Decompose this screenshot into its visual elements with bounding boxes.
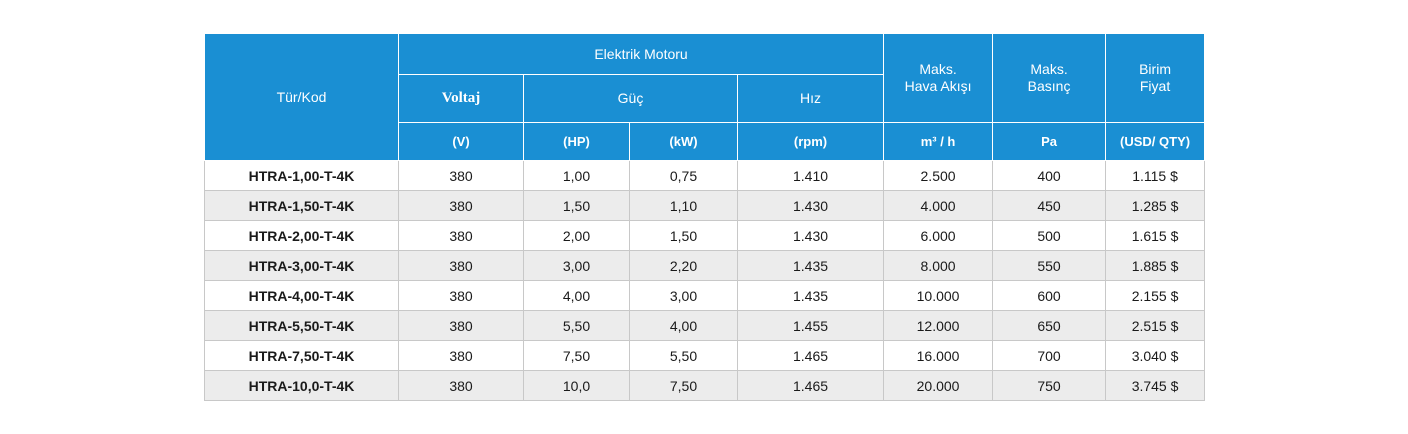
cell-voltaj: 380 xyxy=(398,310,524,341)
cell-rpm: 1.455 xyxy=(736,310,885,341)
cell-airflow: 10.000 xyxy=(883,280,994,311)
cell-price: 1.115 $ xyxy=(1105,160,1206,191)
cell-hp: 7,50 xyxy=(523,340,630,371)
cell-rpm: 1.410 xyxy=(736,160,885,191)
table-body: HTRA-1,00-T-4K 380 1,00 0,75 1.410 2.500… xyxy=(204,160,1206,401)
cell-voltaj: 380 xyxy=(398,220,524,251)
cell-rpm: 1.465 xyxy=(736,340,885,371)
cell-airflow: 2.500 xyxy=(883,160,994,191)
table-row: HTRA-5,50-T-4K 380 5,50 4,00 1.455 12.00… xyxy=(204,310,1206,341)
cell-hp: 1,50 xyxy=(523,190,630,221)
cell-airflow: 12.000 xyxy=(883,310,994,341)
cell-voltaj: 380 xyxy=(398,370,524,401)
table-row: HTRA-3,00-T-4K 380 3,00 2,20 1.435 8.000… xyxy=(204,250,1206,281)
cell-kw: 1,10 xyxy=(629,190,738,221)
cell-kw: 7,50 xyxy=(629,370,738,401)
cell-rpm: 1.430 xyxy=(736,190,885,221)
table-row: HTRA-2,00-T-4K 380 2,00 1,50 1.430 6.000… xyxy=(204,220,1206,251)
cell-code: HTRA-4,00-T-4K xyxy=(204,280,399,311)
cell-code: HTRA-1,50-T-4K xyxy=(204,190,399,221)
cell-price: 2.515 $ xyxy=(1105,310,1206,341)
unit-pressure: Pa xyxy=(992,122,1107,161)
cell-airflow: 6.000 xyxy=(883,220,994,251)
cell-code: HTRA-7,50-T-4K xyxy=(204,340,399,371)
header-guc: Güç xyxy=(523,74,738,123)
table-row: HTRA-4,00-T-4K 380 4,00 3,00 1.435 10.00… xyxy=(204,280,1206,311)
cell-kw: 2,20 xyxy=(629,250,738,281)
cell-voltaj: 380 xyxy=(398,160,524,191)
cell-airflow: 4.000 xyxy=(883,190,994,221)
unit-price: (USD/ QTY) xyxy=(1105,122,1206,161)
unit-hp: (HP) xyxy=(523,122,630,161)
cell-code: HTRA-5,50-T-4K xyxy=(204,310,399,341)
cell-pressure: 600 xyxy=(992,280,1107,311)
cell-kw: 1,50 xyxy=(629,220,738,251)
cell-price: 3.745 $ xyxy=(1105,370,1206,401)
cell-pressure: 650 xyxy=(992,310,1107,341)
unit-voltaj: (V) xyxy=(398,122,524,161)
cell-kw: 0,75 xyxy=(629,160,738,191)
cell-hp: 3,00 xyxy=(523,250,630,281)
cell-price: 1.885 $ xyxy=(1105,250,1206,281)
unit-kw: (kW) xyxy=(629,122,738,161)
header-basinc-line1: Maks. xyxy=(1030,61,1068,77)
table-row: HTRA-7,50-T-4K 380 7,50 5,50 1.465 16.00… xyxy=(204,340,1206,371)
table-row: HTRA-10,0-T-4K 380 10,0 7,50 1.465 20.00… xyxy=(204,370,1206,401)
cell-rpm: 1.435 xyxy=(736,280,885,311)
cell-rpm: 1.465 xyxy=(736,370,885,401)
spec-table: Tür/Kod Elektrik Motoru Maks. Hava Akışı… xyxy=(204,33,1206,401)
cell-hp: 1,00 xyxy=(523,160,630,191)
cell-code: HTRA-1,00-T-4K xyxy=(204,160,399,191)
cell-pressure: 450 xyxy=(992,190,1107,221)
cell-pressure: 500 xyxy=(992,220,1107,251)
header-voltaj: Voltaj xyxy=(398,74,524,123)
cell-rpm: 1.435 xyxy=(736,250,885,281)
cell-kw: 3,00 xyxy=(629,280,738,311)
cell-voltaj: 380 xyxy=(398,340,524,371)
header-fiyat-line1: Birim xyxy=(1139,61,1171,77)
cell-hp: 5,50 xyxy=(523,310,630,341)
table-row: HTRA-1,00-T-4K 380 1,00 0,75 1.410 2.500… xyxy=(204,160,1206,191)
table-header: Tür/Kod Elektrik Motoru Maks. Hava Akışı… xyxy=(204,33,1206,161)
header-hava-akisi: Maks. Hava Akışı xyxy=(883,33,994,123)
cell-hp: 10,0 xyxy=(523,370,630,401)
cell-code: HTRA-3,00-T-4K xyxy=(204,250,399,281)
header-hava-akisi-line1: Maks. xyxy=(919,61,957,77)
cell-pressure: 550 xyxy=(992,250,1107,281)
cell-pressure: 700 xyxy=(992,340,1107,371)
header-tur-kod: Tür/Kod xyxy=(204,33,399,161)
cell-price: 3.040 $ xyxy=(1105,340,1206,371)
cell-hp: 4,00 xyxy=(523,280,630,311)
header-fiyat: Birim Fiyat xyxy=(1105,33,1206,123)
cell-code: HTRA-2,00-T-4K xyxy=(204,220,399,251)
cell-voltaj: 380 xyxy=(398,280,524,311)
unit-rpm: (rpm) xyxy=(736,122,885,161)
cell-airflow: 16.000 xyxy=(883,340,994,371)
cell-voltaj: 380 xyxy=(398,250,524,281)
table-row: HTRA-1,50-T-4K 380 1,50 1,10 1.430 4.000… xyxy=(204,190,1206,221)
cell-rpm: 1.430 xyxy=(736,220,885,251)
cell-price: 1.615 $ xyxy=(1105,220,1206,251)
header-basinc: Maks. Basınç xyxy=(992,33,1107,123)
cell-airflow: 20.000 xyxy=(883,370,994,401)
header-elektrik-motoru: Elektrik Motoru xyxy=(397,33,885,75)
cell-kw: 5,50 xyxy=(629,340,738,371)
cell-kw: 4,00 xyxy=(629,310,738,341)
cell-price: 2.155 $ xyxy=(1105,280,1206,311)
header-hiz: Hız xyxy=(736,74,885,123)
cell-airflow: 8.000 xyxy=(883,250,994,281)
cell-hp: 2,00 xyxy=(523,220,630,251)
header-basinc-line2: Basınç xyxy=(1027,78,1071,94)
cell-pressure: 750 xyxy=(992,370,1107,401)
cell-price: 1.285 $ xyxy=(1105,190,1206,221)
cell-pressure: 400 xyxy=(992,160,1107,191)
cell-code: HTRA-10,0-T-4K xyxy=(204,370,399,401)
unit-airflow: m³ / h xyxy=(883,122,994,161)
header-fiyat-line2: Fiyat xyxy=(1139,78,1171,94)
header-hava-akisi-line2: Hava Akışı xyxy=(904,78,972,94)
cell-voltaj: 380 xyxy=(398,190,524,221)
